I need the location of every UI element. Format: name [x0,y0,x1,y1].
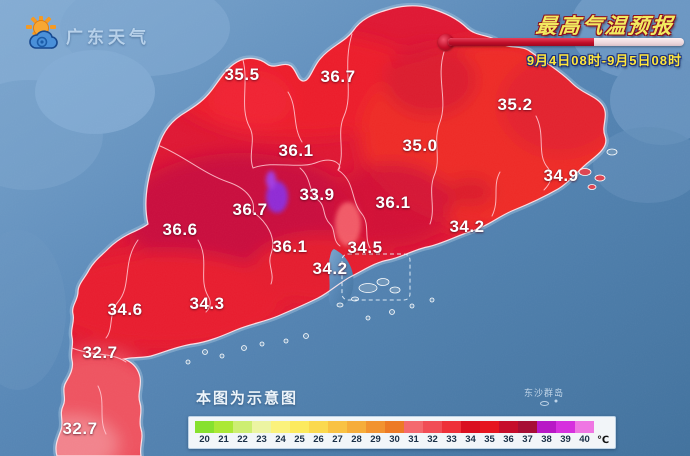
legend-cell: 27 [328,421,347,446]
legend-cell: 37 [518,421,537,446]
legend-tick: 31 [408,434,419,445]
legend-tick: 33 [446,434,457,445]
sun-cloud-icon [26,16,58,49]
legend-tick: 25 [294,434,305,445]
legend-cell: 24 [271,421,290,446]
legend-cell: 39 [556,421,575,446]
legend-swatch [575,421,594,433]
legend-cell: 29 [366,421,385,446]
legend-swatch [461,421,480,433]
legend-cell: 31 [404,421,423,446]
legend-cell: 25 [290,421,309,446]
schematic-note: 本图为示意图 [196,390,299,407]
legend-swatch [556,421,575,433]
legend-swatch [442,421,461,433]
legend-tick: 35 [484,434,495,445]
legend-cell: 20 [195,421,214,446]
legend-swatch [499,421,518,433]
legend-swatch [328,421,347,433]
legend-tick: 27 [332,434,343,445]
legend-swatch [195,421,214,433]
legend-tick: 20 [199,434,210,445]
forecast-period: 9月4日08时-9月5日08时 [526,53,682,68]
legend-swatch [385,421,404,433]
legend-tick: 37 [522,434,533,445]
legend-cell: 38 [537,421,556,446]
legend-cells: 20 21 22 23 24 25 26 27 28 29 30 31 32 33 34 35 36 37 38 39… [195,421,594,446]
legend-cell: 32 [423,421,442,446]
legend-cell: 30 [385,421,404,446]
legend-cell: 36 [499,421,518,446]
legend-swatch [309,421,328,433]
legend-tick: 39 [560,434,571,445]
legend-unit: ℃ [597,435,610,446]
legend-tick: 23 [256,434,267,445]
legend-cell: 34 [461,421,480,446]
legend-cell: 40 [575,421,594,446]
legend-cell: 21 [214,421,233,446]
legend-swatch [252,421,271,433]
legend-tick: 38 [541,434,552,445]
legend-tick: 32 [427,434,438,445]
legend-tick: 21 [218,434,229,445]
weather-logo: 广东天气 [22,16,150,54]
legend-swatch [518,421,537,433]
legend-swatch [233,421,252,433]
legend-tick: 28 [351,434,362,445]
legend-swatch [480,421,499,433]
dongsha-islands-label: 东沙群岛 [524,386,564,406]
dongsha-text: 东沙群岛 [524,388,565,398]
logo-text: 广东天气 [66,27,150,47]
legend-swatch [537,421,556,433]
temperature-legend: 20 21 22 23 24 25 26 27 28 29 30 31 32 33 34 35 36 37 38 39… [188,416,617,449]
legend-cell: 33 [442,421,461,446]
cloud-icon [29,30,58,49]
legend-swatch [347,421,366,433]
legend-tick: 40 [579,434,590,445]
legend-swatch [271,421,290,433]
forecast-header: 最高气温预报 9月4日08时-9月5日08时 [436,10,686,68]
legend-cell: 28 [347,421,366,446]
legend-tick: 24 [275,434,286,445]
legend-cell: 26 [309,421,328,446]
legend-cell: 35 [480,421,499,446]
legend-swatch [214,421,233,433]
legend-swatch [366,421,385,433]
legend-swatch [404,421,423,433]
thermometer-graphic [436,34,686,50]
islet-icon [539,401,549,406]
legend-cell: 22 [233,421,252,446]
legend-cell: 23 [252,421,271,446]
legend-tick: 26 [313,434,324,445]
thermometer-tube [448,38,684,46]
thermometer-mercury [448,38,595,46]
legend-swatch [290,421,309,433]
legend-tick: 22 [237,434,248,445]
legend-tick: 30 [389,434,400,445]
legend-tick: 36 [503,434,514,445]
legend-swatch [423,421,442,433]
legend-tick: 29 [370,434,381,445]
legend-tick: 34 [465,434,476,445]
